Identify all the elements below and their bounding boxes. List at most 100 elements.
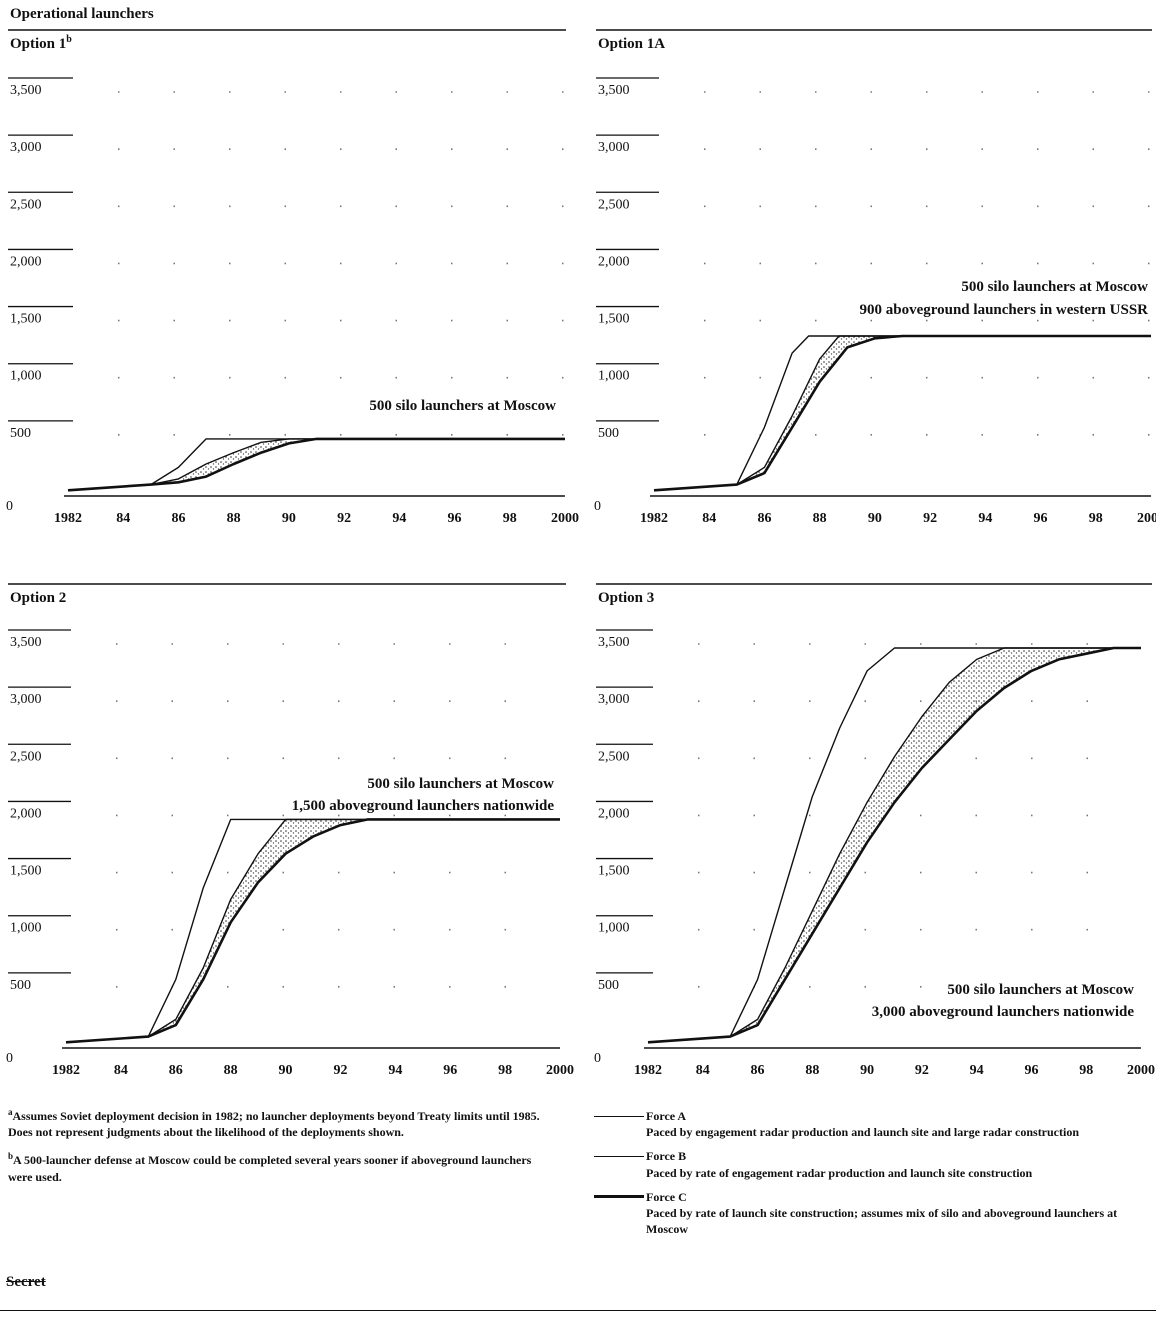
y-tick-label: 1,000 [598,369,630,384]
legend-item-force-c: Force C Paced by rate of launch site con… [594,1189,1144,1238]
x-tick-label: 86 [171,511,185,526]
x-tick-label: 92 [923,511,937,526]
option-title: Option 1A [598,36,665,52]
x-tick-label: 98 [1089,511,1103,526]
x-tick-label: 2000 [551,511,579,526]
x-tick-label: 86 [751,1063,765,1078]
legend-label: Force C [646,1189,687,1204]
x-tick-label: 2000 [1127,1063,1155,1078]
y-tick-label: 3,500 [598,635,630,650]
stippled-band [654,336,1151,491]
legend-description: Paced by engagement radar production and… [646,1125,1080,1140]
y-tick-label: 500 [598,978,619,993]
x-tick-label: 90 [279,1063,293,1078]
y-tick-label: 1,500 [598,312,630,327]
legend-label: Force A [646,1109,687,1123]
y-tick-label: 0 [6,1051,13,1066]
y-tick-label: 2,000 [10,806,42,821]
y-tick-label: 3,500 [10,83,42,98]
y-tick-label: 2,000 [598,254,630,269]
y-tick-label: 1,000 [10,369,42,384]
footnotes: aAssumes Soviet deployment decision in 1… [8,1106,558,1195]
x-tick-label: 98 [498,1063,512,1078]
x-tick-label: 84 [114,1063,128,1078]
x-tick-label: 1982 [640,511,668,526]
series-line-force-c [653,334,1151,492]
y-tick-label: 1,000 [598,921,630,936]
y-tick-label: 3,500 [10,635,42,650]
legend-description: Paced by rate of launch site constructio… [646,1205,1118,1237]
chart-annotation: 500 silo launchers at Moscow [961,279,1148,295]
x-tick-label: 88 [805,1063,819,1078]
series-line-force-b [647,647,1141,1043]
x-tick-label: 84 [116,511,130,526]
x-tick-label: 98 [1079,1063,1093,1078]
chart-annotation: 1,500 aboveground launchers nationwide [292,798,555,814]
series-line-force-c [65,818,560,1044]
legend-swatch [594,1195,644,1199]
legend-label: Force B [646,1149,687,1164]
x-tick-label: 90 [282,511,296,526]
y-tick-label: 500 [10,426,31,441]
classification-marking: Secret [6,1274,46,1290]
series-line-force-b [67,438,565,491]
y-tick-label: 3,000 [598,140,630,155]
y-tick-label: 3,000 [598,692,630,707]
x-tick-label: 94 [388,1063,402,1078]
page-heading: Operational launchers [10,6,154,22]
chart-annotation: 3,000 aboveground launchers nationwide [872,1004,1135,1020]
x-tick-label: 88 [224,1063,238,1078]
footnote-mark: a [8,1107,13,1117]
x-tick-label: 1982 [52,1063,80,1078]
y-tick-label: 500 [598,426,619,441]
chart-annotation: 500 silo launchers at Moscow [947,982,1134,998]
y-tick-label: 2,500 [10,749,42,764]
x-tick-label: 90 [860,1063,874,1078]
x-tick-label: 94 [978,511,992,526]
legend-swatch [594,1115,644,1117]
x-tick-label: 98 [503,511,517,526]
x-tick-label: 94 [970,1063,984,1078]
footnote-b: bA 500-launcher defense at Moscow could … [8,1150,558,1184]
x-tick-label: 84 [702,511,716,526]
bottom-rule [0,1310,1156,1311]
x-tick-label: 96 [443,1063,457,1078]
legend-item-force-b: Force B Paced by rate of engagement rada… [594,1148,1144,1180]
y-tick-label: 2,500 [598,197,630,212]
series-line-force-c [67,437,565,492]
series-line-force-c [647,646,1141,1044]
chart-option-1: Option 1b 0 500 1,000 1,500 2,000 2,500 3,000 3,… [6,29,579,526]
chart-annotation: 500 silo launchers at Moscow [367,776,554,792]
chart-option-2: Option 2 0 500 1,000 1,500 2,000 2,500 3,000 3,5… [6,583,574,1078]
x-tick-label: 2000 [546,1063,574,1078]
x-tick-label: 84 [696,1063,710,1078]
x-tick-label: 1982 [634,1063,662,1078]
series-line-force-a [65,818,560,1043]
y-tick-label: 1,500 [598,864,630,879]
series-line-force-a [653,335,1151,491]
legend-description: Paced by rate of engagement radar produc… [646,1165,1033,1180]
x-tick-label: 2000 [1137,511,1156,526]
y-tick-label: 2,500 [10,197,42,212]
y-tick-label: 2,000 [598,806,630,821]
y-tick-label: 0 [594,1051,601,1066]
footnote-text: A 500-launcher defense at Moscow could b… [8,1153,532,1184]
footnote-a: aAssumes Soviet deployment decision in 1… [8,1106,558,1140]
legend: Force A Paced by engagement radar produc… [594,1108,1144,1245]
chart-option-1a: Option 1A 0 500 1,000 1,500 2,000 2,500 3,000 3,… [594,29,1156,526]
chart-option-3: Option 3 0 500 1,000 1,500 2,000 2,500 3,000 3,5… [594,583,1155,1078]
option-title: Option 2 [10,590,66,606]
footnote-mark: b [8,1151,14,1162]
option-title: Option 3 [598,590,654,606]
x-tick-label: 96 [1024,1063,1038,1078]
x-tick-label: 88 [227,511,241,526]
y-tick-label: 500 [10,978,31,993]
x-tick-label: 86 [169,1063,183,1078]
chart-annotation: 500 silo launchers at Moscow [369,398,556,414]
x-tick-label: 92 [915,1063,929,1078]
series-line-force-a [67,438,565,491]
y-tick-label: 2,500 [598,749,630,764]
x-tick-label: 1982 [54,511,82,526]
footnote-text: Assumes Soviet deployment decision in 19… [8,1109,540,1140]
y-tick-label: 0 [594,499,601,514]
